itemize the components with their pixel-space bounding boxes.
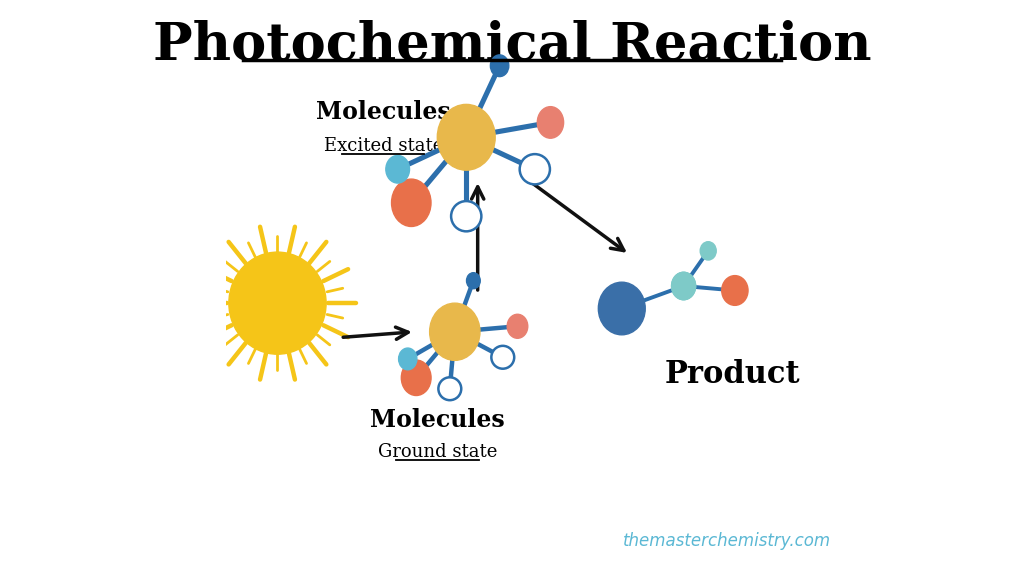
Ellipse shape bbox=[398, 348, 417, 370]
Ellipse shape bbox=[467, 273, 480, 289]
Text: Molecules: Molecules bbox=[371, 408, 505, 432]
Text: Ground state: Ground state bbox=[378, 443, 498, 461]
Ellipse shape bbox=[391, 179, 431, 227]
Ellipse shape bbox=[507, 314, 527, 338]
Ellipse shape bbox=[228, 252, 326, 354]
Text: Molecules: Molecules bbox=[316, 100, 451, 124]
Circle shape bbox=[519, 154, 550, 184]
Ellipse shape bbox=[437, 104, 496, 170]
Ellipse shape bbox=[598, 282, 645, 335]
Ellipse shape bbox=[538, 106, 563, 138]
Circle shape bbox=[492, 346, 514, 369]
Text: Photochemical Reaction: Photochemical Reaction bbox=[153, 20, 871, 71]
Circle shape bbox=[438, 378, 461, 400]
Ellipse shape bbox=[386, 156, 410, 183]
Ellipse shape bbox=[700, 242, 716, 260]
Text: Product: Product bbox=[665, 359, 800, 390]
Ellipse shape bbox=[430, 303, 480, 360]
Ellipse shape bbox=[490, 55, 509, 77]
Ellipse shape bbox=[672, 272, 695, 300]
Ellipse shape bbox=[401, 360, 431, 395]
Ellipse shape bbox=[722, 276, 749, 305]
Text: themasterchemistry.com: themasterchemistry.com bbox=[623, 531, 830, 550]
Circle shape bbox=[452, 201, 481, 231]
Ellipse shape bbox=[672, 272, 695, 300]
Text: Excited state: Excited state bbox=[324, 137, 443, 155]
